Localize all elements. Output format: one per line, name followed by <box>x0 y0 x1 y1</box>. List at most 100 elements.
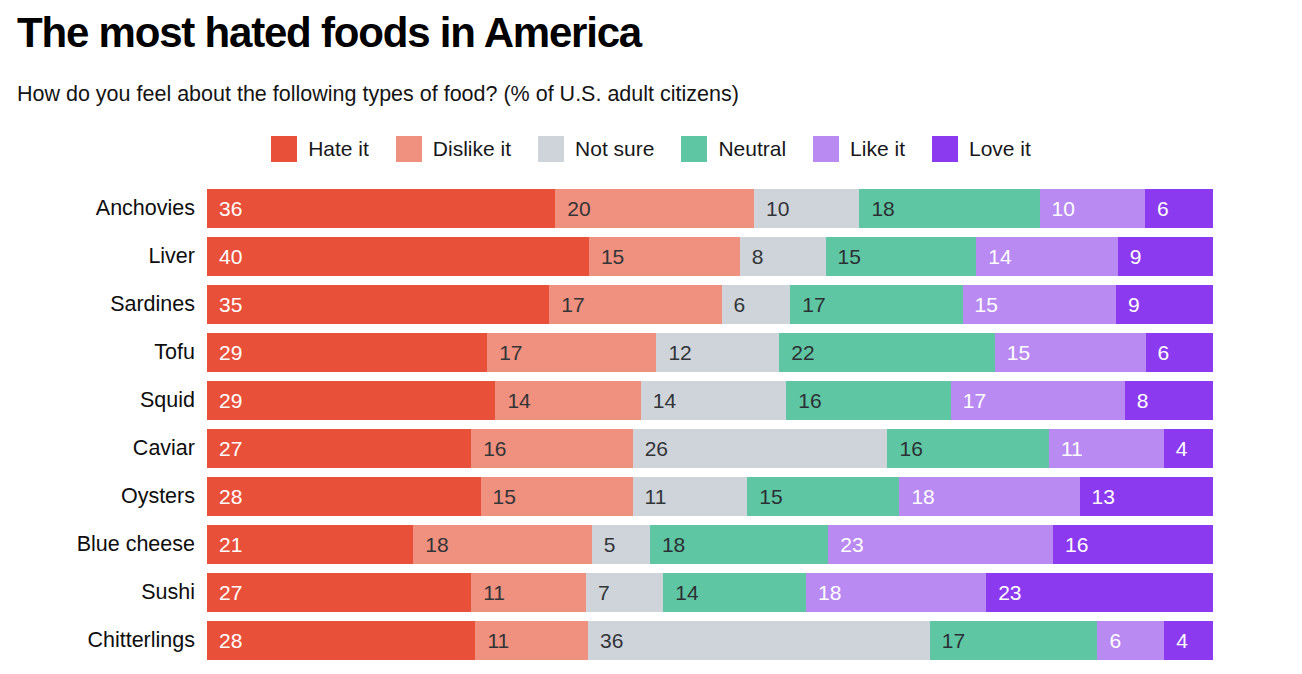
bar-segment-dislike-it: 11 <box>471 573 586 612</box>
bar-segment-dislike-it: 11 <box>475 621 588 660</box>
legend-label: Hate it <box>308 137 369 161</box>
bar-segment-love-it: 6 <box>1145 189 1213 228</box>
bar-segment-hate-it: 28 <box>207 477 481 516</box>
stacked-bar-chart: Anchovies36201018106Liver4015815149Sardi… <box>0 189 1302 660</box>
bar-segment-not-sure: 26 <box>633 429 888 468</box>
segment-value-label: 6 <box>734 294 746 315</box>
category-label: Anchovies <box>0 196 207 221</box>
segment-value-label: 6 <box>1109 630 1121 651</box>
bar-track: 40 15 8 15 14 9 <box>207 237 1213 276</box>
legend-label: Love it <box>969 137 1031 161</box>
category-label: Sardines <box>0 292 207 317</box>
bar-segment-dislike-it: 17 <box>487 333 656 372</box>
bar-segment-dislike-it: 17 <box>549 285 721 324</box>
segment-value-label: 27 <box>219 438 242 459</box>
legend-label: Dislike it <box>433 137 511 161</box>
bar-segment-dislike-it: 14 <box>495 381 640 420</box>
bar-segment-not-sure: 36 <box>588 621 930 660</box>
category-label: Liver <box>0 244 207 269</box>
segment-value-label: 23 <box>840 534 863 555</box>
segment-value-label: 9 <box>1130 246 1142 267</box>
bar-segment-like-it: 14 <box>976 237 1117 276</box>
bar-segment-love-it: 6 <box>1146 333 1213 372</box>
segment-value-label: 15 <box>493 486 516 507</box>
segment-value-label: 8 <box>1137 390 1149 411</box>
bar-track: 27117141823 <box>207 573 1213 612</box>
bar-segment-like-it: 10 <box>1040 189 1145 228</box>
bar-segment-love-it: 4 <box>1164 621 1213 660</box>
segment-value-label: 15 <box>601 246 624 267</box>
segment-value-label: 11 <box>487 630 509 651</box>
segment-value-label: 10 <box>766 198 789 219</box>
segment-value-label: 14 <box>675 582 698 603</box>
legend-item-hate-it: Hate it <box>271 136 369 162</box>
segment-value-label: 4 <box>1176 438 1188 459</box>
bar-segment-neutral: 17 <box>930 621 1098 660</box>
bar-segment-love-it: 8 <box>1125 381 1213 420</box>
segment-value-label: 36 <box>600 630 623 651</box>
segment-value-label: 11 <box>483 582 505 603</box>
chart-row-sardines: Sardines 35 17 6 17 15 9 <box>0 285 1302 324</box>
bar-segment-dislike-it: 18 <box>413 525 591 564</box>
segment-value-label: 16 <box>1065 534 1088 555</box>
bar-segment-neutral: 16 <box>887 429 1048 468</box>
chart-row-sushi: Sushi27117141823 <box>0 573 1302 612</box>
segment-value-label: 15 <box>759 486 782 507</box>
bar-segment-not-sure: 14 <box>641 381 786 420</box>
segment-value-label: 16 <box>483 438 506 459</box>
legend-swatch-like-it <box>813 136 839 162</box>
chart-row-anchovies: Anchovies36201018106 <box>0 189 1302 228</box>
legend-swatch-hate-it <box>271 136 297 162</box>
category-label: Chitterlings <box>0 628 207 653</box>
bar-segment-neutral: 14 <box>663 573 806 612</box>
chart-subtitle: How do you feel about the following type… <box>17 82 1302 107</box>
segment-value-label: 15 <box>838 246 861 267</box>
bar-track: 21 18 5 18 23 16 <box>207 525 1213 564</box>
legend-label: Not sure <box>575 137 654 161</box>
segment-value-label: 40 <box>219 246 242 267</box>
segment-value-label: 11 <box>1061 438 1083 459</box>
bar-segment-like-it: 17 <box>951 381 1125 420</box>
bar-segment-like-it: 15 <box>963 285 1117 324</box>
segment-value-label: 15 <box>1007 342 1030 363</box>
segment-value-label: 10 <box>1052 198 1075 219</box>
segment-value-label: 18 <box>871 198 894 219</box>
segment-value-label: 15 <box>975 294 998 315</box>
bar-segment-neutral: 16 <box>786 381 950 420</box>
category-label: Squid <box>0 388 207 413</box>
bar-segment-love-it: 9 <box>1116 285 1213 324</box>
segment-value-label: 12 <box>668 342 691 363</box>
legend-item-dislike-it: Dislike it <box>396 136 511 162</box>
legend-swatch-dislike-it <box>396 136 422 162</box>
bar-segment-dislike-it: 15 <box>589 237 740 276</box>
bar-segment-like-it: 6 <box>1097 621 1164 660</box>
legend-label: Like it <box>850 137 905 161</box>
segment-value-label: 5 <box>604 534 616 555</box>
bar-segment-not-sure: 8 <box>740 237 826 276</box>
segment-value-label: 29 <box>219 390 242 411</box>
segment-value-label: 17 <box>802 294 825 315</box>
segment-value-label: 17 <box>499 342 522 363</box>
bar-segment-not-sure: 10 <box>754 189 859 228</box>
legend-label: Neutral <box>718 137 786 161</box>
segment-value-label: 21 <box>219 534 242 555</box>
bar-segment-hate-it: 29 <box>207 333 487 372</box>
segment-value-label: 16 <box>899 438 922 459</box>
segment-value-label: 11 <box>645 486 667 507</box>
segment-value-label: 29 <box>219 342 242 363</box>
legend-item-like-it: Like it <box>813 136 905 162</box>
legend-swatch-neutral <box>681 136 707 162</box>
bar-track: 35 17 6 17 15 9 <box>207 285 1213 324</box>
bar-segment-neutral: 15 <box>747 477 899 516</box>
bar-track: 2811361764 <box>207 621 1213 660</box>
bar-segment-dislike-it: 20 <box>555 189 754 228</box>
bar-segment-like-it: 18 <box>899 477 1079 516</box>
segment-value-label: 35 <box>219 294 242 315</box>
segment-value-label: 7 <box>598 582 610 603</box>
segment-value-label: 26 <box>645 438 668 459</box>
bar-segment-neutral: 18 <box>650 525 828 564</box>
segment-value-label: 18 <box>911 486 934 507</box>
legend: Hate it Dislike it Not sure Neutral Like it L… <box>0 136 1302 163</box>
bar-segment-neutral: 18 <box>859 189 1039 228</box>
bar-track: 29171222156 <box>207 333 1213 372</box>
